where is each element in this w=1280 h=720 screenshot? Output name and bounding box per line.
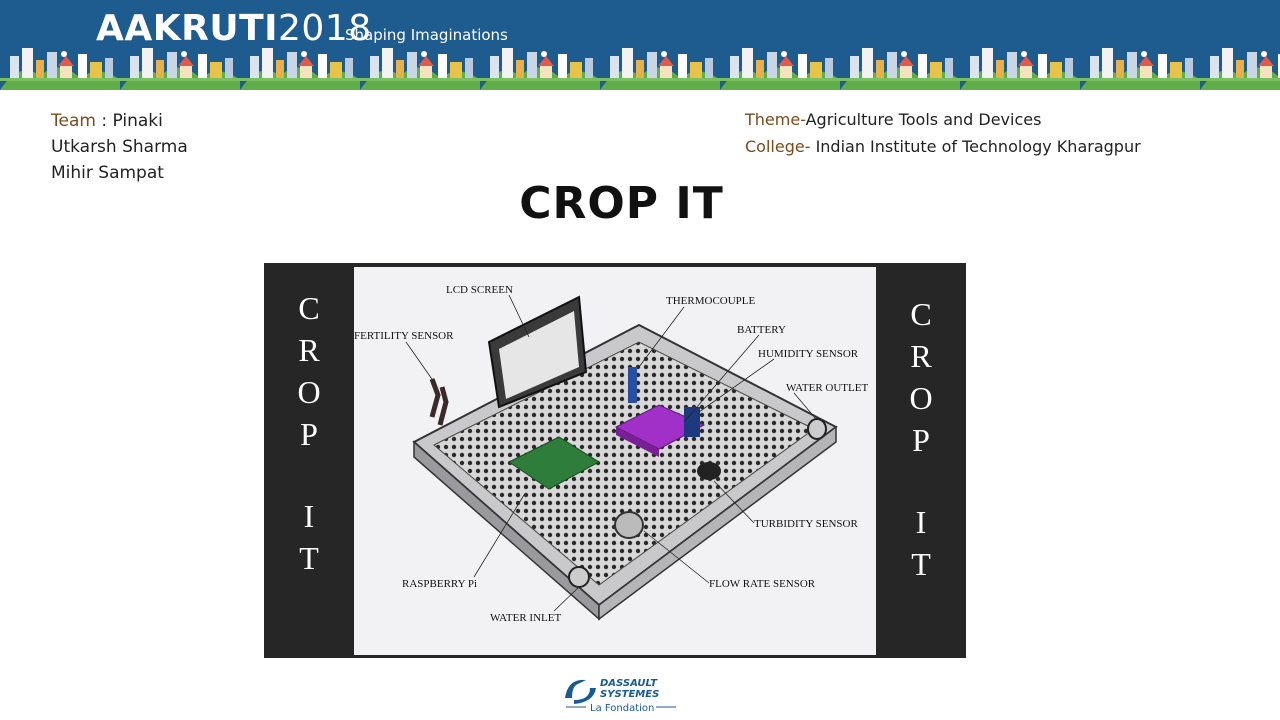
label-flow-rate-sensor: FLOW RATE SENSOR bbox=[709, 578, 816, 590]
college-label: College- bbox=[745, 137, 811, 156]
svg-text:SYSTEMES: SYSTEMES bbox=[600, 689, 659, 700]
theme-label: Theme- bbox=[745, 110, 806, 129]
device-diagram: LCD SCREEN THERMOCOUPLE FERTILITY SENSOR… bbox=[354, 267, 876, 655]
team-label: Team bbox=[51, 111, 96, 131]
device-render: LCD SCREEN THERMOCOUPLE FERTILITY SENSOR… bbox=[354, 284, 868, 624]
label-raspberry-pi: RASPBERRY Pi bbox=[402, 578, 477, 590]
label-humidity-sensor: HUMIDITY SENSOR bbox=[758, 348, 859, 360]
label-water-inlet: WATER INLET bbox=[490, 612, 561, 624]
dassault-systemes-logo: DASSAULT SYSTEMES La Fondation bbox=[565, 678, 676, 714]
tagline: Shaping Imaginations bbox=[345, 26, 508, 44]
team-info: Team : Pinaki Utkarsh Sharma Mihir Sampa… bbox=[51, 108, 188, 186]
project-info: Theme-Agriculture Tools and Devices Coll… bbox=[745, 106, 1141, 160]
team-member: Mihir Sampat bbox=[51, 163, 164, 183]
svg-text:La Fondation: La Fondation bbox=[590, 703, 654, 714]
page-title: CROP IT bbox=[519, 178, 724, 229]
theme-value: Agriculture Tools and Devices bbox=[805, 110, 1042, 129]
brand-logo: AAKRUTI2018 bbox=[96, 8, 372, 49]
header-banner: AAKRUTI2018 Shaping Imaginations bbox=[0, 0, 1280, 90]
svg-text:DASSAULT: DASSAULT bbox=[600, 678, 658, 689]
team-member: Utkarsh Sharma bbox=[51, 137, 188, 157]
label-water-outlet: WATER OUTLET bbox=[786, 382, 868, 394]
label-turbidity-sensor: TURBIDITY SENSOR bbox=[754, 518, 858, 530]
college-value: Indian Institute of Technology Kharagpur bbox=[815, 137, 1141, 156]
label-thermocouple: THERMOCOUPLE bbox=[666, 295, 756, 307]
label-fertility-sensor: FERTILITY SENSOR bbox=[354, 330, 454, 342]
team-member: Pinaki bbox=[112, 111, 163, 131]
label-lcd-screen: LCD SCREEN bbox=[446, 284, 513, 296]
label-battery: BATTERY bbox=[737, 324, 786, 336]
